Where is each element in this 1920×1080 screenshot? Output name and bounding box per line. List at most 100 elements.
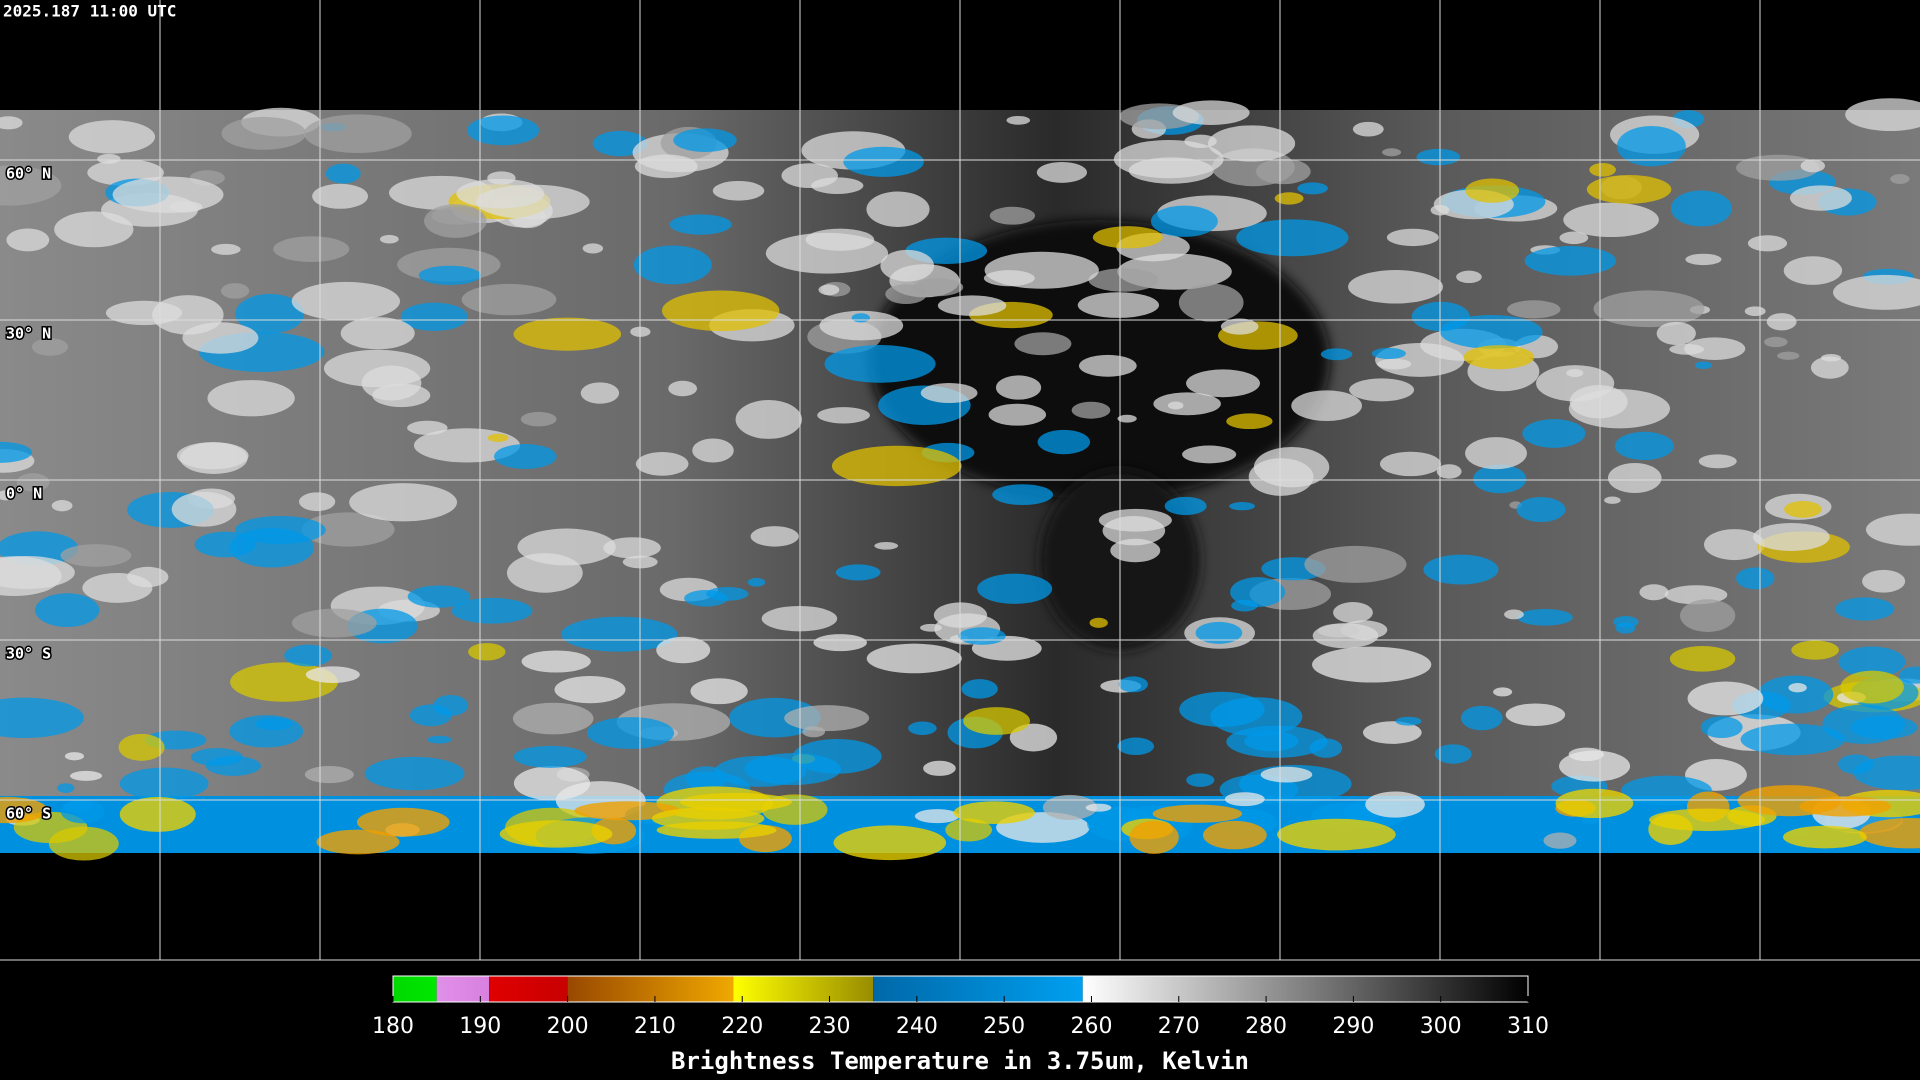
cloud bbox=[1195, 621, 1243, 644]
cloud bbox=[817, 407, 870, 424]
colorbar-segment bbox=[393, 976, 437, 1002]
cloud bbox=[1687, 681, 1764, 716]
cloud bbox=[1586, 174, 1672, 204]
cloud bbox=[586, 717, 675, 749]
cloud bbox=[1616, 126, 1686, 167]
cloud bbox=[866, 191, 930, 227]
cloud bbox=[1236, 219, 1349, 257]
cloud bbox=[1493, 687, 1513, 697]
cloud bbox=[229, 528, 315, 568]
cloud bbox=[1304, 545, 1407, 583]
cloud bbox=[512, 702, 594, 735]
cloud bbox=[506, 553, 583, 593]
cloud bbox=[0, 441, 32, 463]
cloud bbox=[1208, 125, 1296, 162]
colorbar-tick-label: 300 bbox=[1420, 1014, 1462, 1039]
cloud bbox=[983, 270, 1035, 287]
cloud bbox=[1536, 365, 1615, 402]
cloud bbox=[1071, 401, 1111, 419]
cloud-core bbox=[833, 825, 947, 861]
cloud-core bbox=[1859, 817, 1920, 849]
cloud bbox=[831, 445, 962, 487]
cloud bbox=[1333, 602, 1373, 624]
cloud bbox=[633, 245, 712, 285]
colorbar-segment bbox=[436, 976, 490, 1002]
colorbar: 180 190 200 210 220 230 240 250 260 270 280 290 300 3… bbox=[372, 975, 1549, 1039]
cloud bbox=[735, 400, 802, 439]
colorbar-segment bbox=[567, 976, 734, 1002]
cloud bbox=[1463, 345, 1535, 370]
cloud bbox=[119, 767, 209, 800]
cloud bbox=[16, 473, 50, 492]
cloud bbox=[0, 697, 84, 739]
cloud bbox=[1077, 292, 1160, 318]
cloud bbox=[784, 705, 870, 732]
cloud bbox=[1473, 464, 1527, 494]
cloud bbox=[407, 585, 471, 608]
cloud bbox=[273, 236, 350, 262]
cloud bbox=[70, 770, 103, 781]
cloud-core bbox=[356, 807, 450, 837]
cloud bbox=[1117, 737, 1155, 756]
cloud-core bbox=[953, 801, 1035, 825]
cloud bbox=[561, 616, 678, 652]
cloud bbox=[1524, 246, 1617, 276]
cloud bbox=[819, 310, 904, 341]
cloud bbox=[303, 114, 412, 153]
cloud bbox=[0, 555, 75, 589]
cloud bbox=[1434, 744, 1472, 764]
cloud bbox=[1589, 163, 1616, 177]
cloud bbox=[1352, 121, 1384, 137]
cloud bbox=[1382, 148, 1402, 157]
cloud bbox=[1505, 703, 1566, 726]
cloud bbox=[580, 382, 620, 404]
cloud bbox=[668, 380, 698, 397]
cloud bbox=[229, 715, 304, 748]
cloud bbox=[690, 678, 748, 705]
cloud bbox=[1260, 766, 1313, 783]
cloud bbox=[1753, 522, 1830, 551]
cloud bbox=[1178, 283, 1244, 322]
cloud bbox=[1784, 500, 1822, 518]
cloud bbox=[714, 755, 807, 787]
latitude-label: 30° S bbox=[6, 645, 51, 663]
cloud bbox=[1543, 832, 1577, 849]
cloud-core bbox=[119, 796, 196, 832]
cloud bbox=[0, 116, 23, 130]
cloud bbox=[1788, 683, 1807, 693]
cloud bbox=[171, 491, 237, 527]
colorbar-tick-label: 290 bbox=[1332, 1014, 1374, 1039]
cloud bbox=[1312, 646, 1432, 683]
cloud bbox=[582, 243, 604, 254]
cloud bbox=[340, 317, 415, 350]
cloud bbox=[1685, 253, 1722, 266]
cloud bbox=[1320, 348, 1353, 361]
latitude-labels: 60° N 30° N 0° N 30° S 60° S bbox=[5, 163, 53, 824]
cloud bbox=[851, 313, 871, 323]
cloud bbox=[692, 438, 734, 463]
cloud bbox=[291, 608, 377, 638]
cloud bbox=[1230, 577, 1286, 607]
cloud bbox=[885, 284, 927, 305]
cloud bbox=[1226, 413, 1273, 430]
cloud bbox=[97, 153, 121, 164]
cloud bbox=[1416, 148, 1461, 166]
cloud bbox=[835, 564, 881, 581]
cloud bbox=[1835, 597, 1895, 621]
cloud bbox=[874, 541, 899, 550]
cloud bbox=[291, 281, 401, 321]
cloud bbox=[325, 163, 361, 184]
latitude-label: 60° N bbox=[6, 165, 51, 183]
cloud bbox=[427, 735, 452, 744]
cloud bbox=[1563, 202, 1659, 238]
cloud bbox=[68, 120, 156, 154]
cloud-core bbox=[316, 829, 400, 855]
cloud bbox=[1670, 190, 1733, 227]
cloud bbox=[349, 483, 458, 522]
cloud bbox=[1182, 445, 1237, 464]
cloud bbox=[880, 249, 934, 282]
cloud bbox=[908, 721, 937, 735]
colorbar-title: Brightness Temperature in 3.75um, Kelvin bbox=[671, 1047, 1249, 1075]
cloud-core bbox=[1203, 820, 1267, 850]
cloud bbox=[1006, 115, 1031, 125]
